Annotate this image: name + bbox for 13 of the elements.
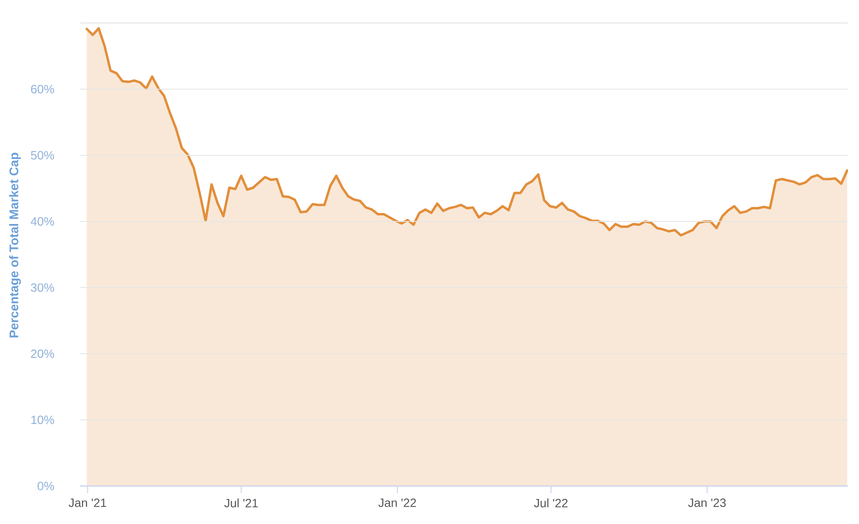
x-tick-label: Jan '23 (688, 498, 726, 508)
x-tick-label: Jul '21 (224, 498, 258, 508)
y-tick-label: 10% (31, 416, 54, 424)
y-axis-title: Percentage of Total Market Cap (9, 152, 21, 338)
y-tick-label: 60% (31, 84, 54, 94)
y-tick-label: 30% (30, 283, 54, 292)
y-tick-label: 0% (38, 482, 54, 490)
y-tick-label: 20% (31, 349, 54, 358)
x-tick-label: Jan '21 (68, 498, 106, 508)
x-tick-label: Jan '22 (378, 498, 416, 508)
y-tick-label: 40% (30, 217, 54, 226)
y-tick-label: 50% (30, 151, 54, 160)
x-tick-label: Jul '22 (534, 498, 568, 508)
